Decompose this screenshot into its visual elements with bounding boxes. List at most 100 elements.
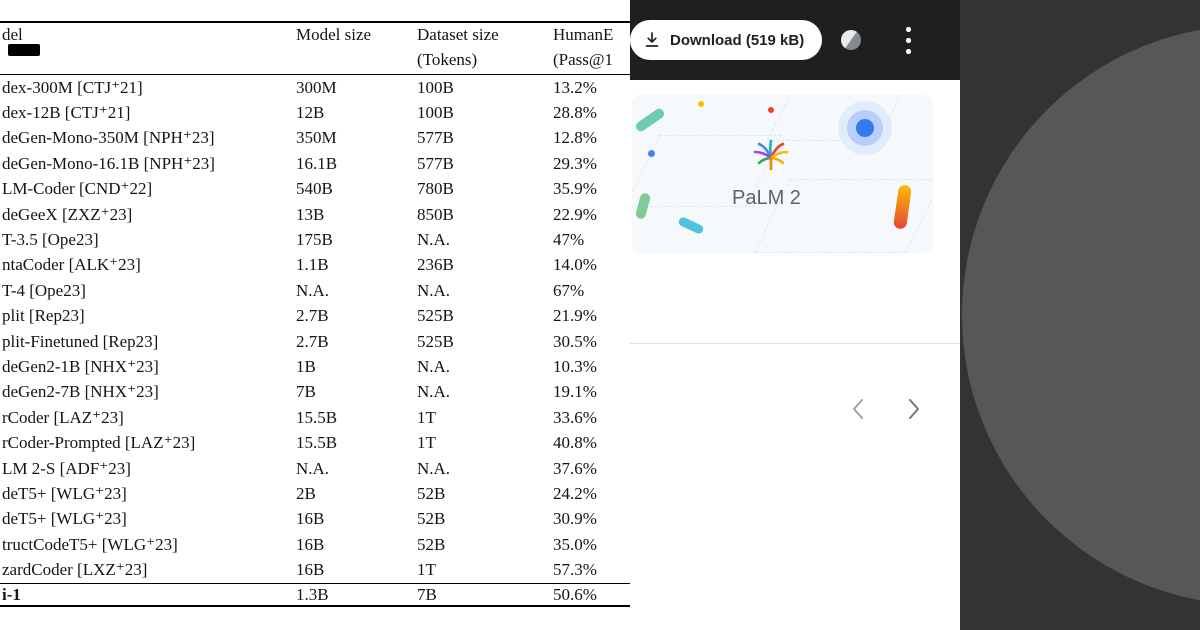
pdf-page: del Model size Dataset size (Tokens) Hum… (0, 21, 630, 607)
cell-model-size: 300M (296, 77, 337, 97)
cell-humaneval: 21.9% (553, 306, 597, 326)
table-row: plit-Finetuned [Rep23] 2.7B 525B 30.5% (0, 329, 630, 354)
table-row: deT5+ [WLG⁺23] 16B 52B 30.9% (0, 507, 630, 532)
cell-humaneval: 13.2% (553, 77, 597, 97)
cell-model: deGen2-1B [NHX⁺23] (2, 356, 159, 376)
table-row: zardCoder [LXZ⁺23] 16B 1T 57.3% (0, 557, 630, 582)
cell-model: rCoder-Prompted [LAZ⁺23] (2, 433, 196, 453)
decor-pill-green (634, 106, 666, 134)
cell-model-size: 12B (296, 103, 325, 123)
header-dataset-size: Dataset size (417, 25, 499, 44)
table-row: deGen2-7B [NHX⁺23] 7B N.A. 19.1% (0, 380, 630, 405)
cell-model: T-4 [Ope23] (2, 280, 86, 300)
card-title: PaLM 2 (732, 187, 801, 209)
cell-dataset-size: 52B (417, 509, 446, 529)
decor-pill-teal (677, 215, 705, 236)
table-row: deT5+ [WLG⁺23] 2B 52B 24.2% (0, 481, 630, 506)
table-row: dex-12B [CTJ⁺21] 12B 100B 28.8% (0, 100, 630, 125)
cell-dataset-size: 525B (417, 306, 454, 326)
cell-model-size: 350M (296, 128, 337, 148)
table-row: T-3.5 [Ope23] 175B N.A. 47% (0, 227, 630, 252)
decor-dot-red (768, 107, 774, 113)
cell-humaneval: 14.0% (553, 255, 597, 275)
table-row: rCoder [LAZ⁺23] 15.5B 1T 33.6% (0, 405, 630, 430)
header-humaneval: HumanE (553, 25, 614, 44)
download-button-label: Download (519 kB) (670, 31, 805, 49)
cell-humaneval: 22.9% (553, 204, 597, 224)
cell-model-size: 16B (296, 560, 325, 580)
cell-dataset-size: 577B (417, 153, 454, 173)
cell-dataset-size: 52B (417, 534, 446, 554)
cell-model-size: 16B (296, 534, 325, 554)
table-prefinal-rule (0, 583, 630, 584)
palm2-logo-icon (753, 137, 789, 173)
header-dataset-size-sub: (Tokens) (417, 50, 478, 69)
table-row: LM 2-S [ADF⁺23] N.A. N.A. 37.6% (0, 456, 630, 481)
cell-model-size: 15.5B (296, 407, 338, 427)
table-row: deGen-Mono-16.1B [NPH⁺23] 16.1B 577B 29.… (0, 151, 630, 176)
header-humaneval-sub: (Pass@1 (553, 50, 614, 69)
chevron-left-icon[interactable] (842, 394, 874, 426)
cell-humaneval: 33.6% (553, 407, 597, 427)
cell-humaneval: 19.1% (553, 382, 597, 402)
cell-humaneval: 30.5% (553, 331, 597, 351)
cell-model: deT5+ [WLG⁺23] (2, 483, 127, 503)
cell-model-size: 1B (296, 356, 316, 376)
table-header-rule (0, 74, 630, 75)
cell-model: LM-Coder [CND⁺22] (2, 179, 153, 199)
cell-dataset-size: N.A. (417, 458, 451, 478)
cell-humaneval: 12.8% (553, 128, 597, 148)
cell-model: LM 2-S [ADF⁺23] (2, 458, 131, 478)
cell-humaneval: 24.2% (553, 483, 597, 503)
cell-dataset-size: 236B (417, 255, 454, 275)
palm2-card[interactable]: PaLM 2 (632, 95, 933, 253)
table-row: LM-Coder [CND⁺22] 540B 780B 35.9% (0, 177, 630, 202)
cell-model: plit [Rep23] (2, 306, 85, 326)
chevron-right-icon[interactable] (898, 394, 930, 426)
cell-humaneval: 28.8% (553, 103, 597, 123)
viewer-toolbar: Download (519 kB) (630, 0, 960, 80)
cell-dataset-size: 1T (417, 433, 436, 453)
cell-model: deGen2-7B [NHX⁺23] (2, 382, 159, 402)
final-score: 50.6% (553, 585, 597, 604)
cell-model: dex-300M [CTJ⁺21] (2, 77, 143, 97)
cell-model: plit-Finetuned [Rep23] (2, 331, 159, 351)
cell-dataset-size: N.A. (417, 280, 451, 300)
cell-humaneval: 29.3% (553, 153, 597, 173)
contrast-icon[interactable] (841, 30, 861, 50)
final-model: i-1 (2, 585, 21, 604)
table-row: ntaCoder [ALK⁺23] 1.1B 236B 14.0% (0, 253, 630, 278)
cell-dataset-size: 780B (417, 179, 454, 199)
cell-humaneval: 35.9% (553, 179, 597, 199)
final-dataset: 7B (417, 585, 437, 604)
cell-dataset-size: 577B (417, 128, 454, 148)
cell-model-size: 2B (296, 483, 316, 503)
cell-model-size: 13B (296, 204, 325, 224)
cell-dataset-size: N.A. (417, 382, 451, 402)
cell-dataset-size: 100B (417, 103, 454, 123)
download-icon (643, 31, 661, 49)
cell-dataset-size: 1T (417, 560, 436, 580)
cell-model-size: 2.7B (296, 306, 329, 326)
cell-model-size: N.A. (296, 280, 330, 300)
download-button[interactable]: Download (519 kB) (630, 20, 823, 60)
cell-model-size: 7B (296, 382, 316, 402)
cell-model-size: 540B (296, 179, 333, 199)
more-options-menu-icon[interactable] (894, 18, 922, 62)
cell-model: zardCoder [LXZ⁺23] (2, 560, 148, 580)
cell-humaneval: 67% (553, 280, 585, 300)
black-marker-artifact (8, 44, 40, 56)
cell-dataset-size: 100B (417, 77, 454, 97)
cell-model: deT5+ [WLG⁺23] (2, 509, 127, 529)
decor-ring-core (856, 119, 874, 137)
cell-model-size: 16B (296, 509, 325, 529)
table-row: dex-300M [CTJ⁺21] 300M 100B 13.2% (0, 75, 630, 100)
table-row: tructCodeT5+ [WLG⁺23] 16B 52B 35.0% (0, 532, 630, 557)
header-model: del (2, 25, 23, 44)
cell-model: T-3.5 [Ope23] (2, 230, 99, 250)
cell-humaneval: 47% (553, 230, 585, 250)
preview-panel: PaLM 2 (630, 80, 960, 630)
table-row: deGen2-1B [NHX⁺23] 1B N.A. 10.3% (0, 354, 630, 379)
cell-dataset-size: 850B (417, 204, 454, 224)
